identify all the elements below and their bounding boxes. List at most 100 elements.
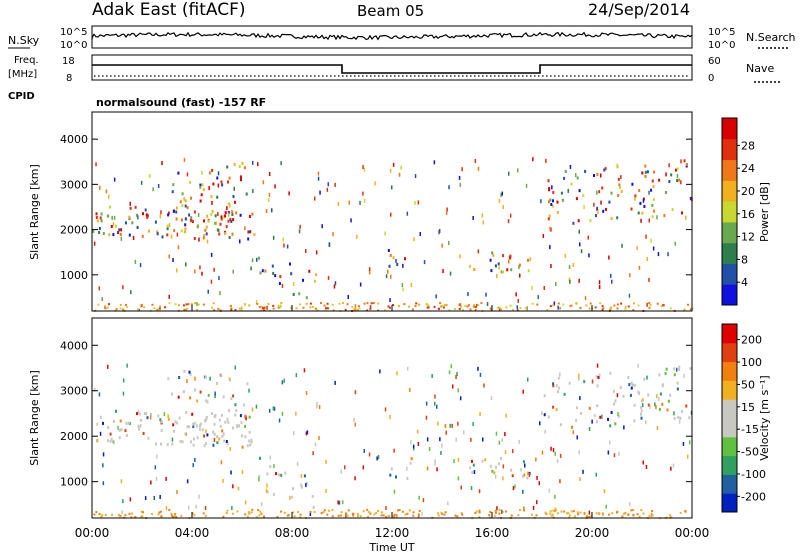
velocity-echo-cell-86 xyxy=(120,428,123,432)
velocity-echo-cell-368 xyxy=(504,432,506,437)
power-echo-cell-481 xyxy=(482,220,485,225)
velocity-echo-cell-97 xyxy=(212,430,215,434)
power-echo-cell-432 xyxy=(211,200,213,205)
velocity-echo-cell-89 xyxy=(142,432,145,435)
velocity-echo-cell-630 xyxy=(160,515,163,518)
power-echo-cell-205 xyxy=(547,179,550,183)
velocity-echo-cell-670 xyxy=(375,512,378,514)
power-echo-cell-417 xyxy=(657,252,660,257)
power-echo-cell-719 xyxy=(411,308,414,311)
velocity-echo-cell-237 xyxy=(643,377,646,381)
power-echo-cell-271 xyxy=(616,216,619,220)
velocity-echo-cell-187 xyxy=(489,464,492,468)
velocity-echo-cell-499 xyxy=(385,506,387,511)
power-echo-cell-183 xyxy=(489,258,492,262)
velocity-echo-cell-116 xyxy=(229,378,231,382)
velocity-echo-cell-102 xyxy=(228,409,231,413)
velocity-echo-cell-520 xyxy=(154,465,157,470)
power-echo-cell-356 xyxy=(525,183,528,188)
velocity-echo-cell-342 xyxy=(269,455,271,460)
velocity-echo-cell-59 xyxy=(118,436,121,440)
power-echo-cell-71 xyxy=(156,232,159,236)
velocity-colorbar-tick-label-1: 100 xyxy=(741,356,762,369)
velocity-echo-cell-256 xyxy=(613,402,615,406)
velocity-echo-cell-239 xyxy=(596,420,598,424)
velocity-echo-cell-544 xyxy=(545,512,548,515)
power-echo-cell-326 xyxy=(611,279,613,284)
velocity-echo-cell-361 xyxy=(688,440,691,445)
power-echo-cell-66 xyxy=(184,227,187,231)
power-echo-cell-551 xyxy=(263,309,266,312)
velocity-echo-cell-272 xyxy=(610,411,613,414)
velocity-echo-cell-174 xyxy=(481,459,484,463)
nave-tick-bottom: 0 xyxy=(708,73,714,84)
power-echo-cell-114 xyxy=(208,171,211,175)
power-echo-cell-379 xyxy=(207,289,209,294)
power-echo-cell-472 xyxy=(369,305,372,310)
velocity-echo-cell-271 xyxy=(688,416,691,420)
power-echo-cell-30 xyxy=(128,233,131,237)
velocity-echo-cell-169 xyxy=(410,457,413,461)
velocity-echo-cell-354 xyxy=(220,460,223,465)
velocity-echo-cell-726 xyxy=(549,510,552,513)
power-echo-cell-78 xyxy=(219,222,222,226)
power-echo-cell-223 xyxy=(658,178,661,182)
velocity-echo-cell-265 xyxy=(664,372,667,375)
velocity-echo-cell-2 xyxy=(193,421,196,425)
noise-left-tick-bottom: 10^0 xyxy=(60,40,87,51)
power-echo-cell-618 xyxy=(467,304,470,307)
velocity-echo-cell-744 xyxy=(498,509,501,511)
velocity-echo-cell-614 xyxy=(225,512,228,514)
velocity-echo-cell-484 xyxy=(416,429,419,434)
freq-unit-label: [MHz] xyxy=(8,69,37,80)
velocity-echo-cell-748 xyxy=(283,511,286,514)
power-echo-cell-56 xyxy=(167,211,170,215)
power-echo-cell-116 xyxy=(216,176,219,180)
power-echo-cell-676 xyxy=(363,302,366,305)
velocity-echo-cell-511 xyxy=(409,387,411,392)
velocity-echo-cell-229 xyxy=(614,422,617,426)
velocity-echo-cell-172 xyxy=(511,474,514,478)
power-echo-cell-629 xyxy=(351,306,354,308)
velocity-echo-cell-398 xyxy=(379,369,381,374)
velocity-echo-cell-695 xyxy=(404,513,407,516)
velocity-echo-cell-677 xyxy=(193,514,196,517)
velocity-echo-cell-79 xyxy=(118,428,121,432)
velocity-colorbar-swatch-5 xyxy=(722,399,737,419)
power-echo-cell-496 xyxy=(240,306,243,311)
power-echo-cell-621 xyxy=(119,304,122,306)
velocity-echo-cell-673 xyxy=(345,512,347,515)
power-echo-cell-517 xyxy=(445,210,448,215)
power-echo-cell-24 xyxy=(117,231,120,234)
power-echo-cell-446 xyxy=(281,283,284,288)
power-echo-cell-404 xyxy=(354,304,357,309)
power-echo-cell-129 xyxy=(172,183,175,187)
velocity-echo-cell-648 xyxy=(131,512,134,515)
nave-label: Nave xyxy=(746,62,774,75)
velocity-echo-cell-464 xyxy=(422,498,425,503)
velocity-echo-cell-203 xyxy=(622,394,625,398)
velocity-echo-cell-333 xyxy=(518,439,520,444)
velocity-echo-cell-527 xyxy=(450,364,452,369)
velocity-echo-cell-532 xyxy=(428,447,431,451)
velocity-echo-cell-207 xyxy=(640,406,643,409)
velocity-echo-cell-143 xyxy=(244,424,247,428)
velocity-echo-cell-270 xyxy=(633,403,636,407)
power-echo-cell-186 xyxy=(498,266,501,270)
power-echo-cell-70 xyxy=(196,225,199,229)
velocity-echo-cell-447 xyxy=(483,383,485,388)
power-echo-cell-573 xyxy=(268,309,271,312)
velocity-echo-cell-584 xyxy=(323,509,326,512)
power-echo-cell-547 xyxy=(295,307,298,310)
velocity-echo-cell-424 xyxy=(526,471,529,476)
power-echo-cell-711 xyxy=(272,304,275,307)
velocity-echo-cell-139 xyxy=(220,374,223,378)
power-y-axis: 1000 2000 3000 4000 xyxy=(60,133,692,282)
velocity-echo-cell-505 xyxy=(306,430,309,435)
power-echo-cell-414 xyxy=(280,161,282,166)
power-echo-cell-73 xyxy=(106,214,109,218)
velocity-echo-cell-160 xyxy=(303,474,306,478)
power-echo-cell-396 xyxy=(139,263,142,268)
velocity-echo-cell-254 xyxy=(631,383,634,387)
power-echo-cell-57 xyxy=(98,227,101,230)
